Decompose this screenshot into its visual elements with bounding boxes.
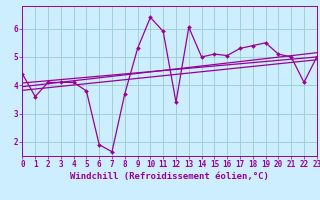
X-axis label: Windchill (Refroidissement éolien,°C): Windchill (Refroidissement éolien,°C) bbox=[70, 172, 269, 181]
